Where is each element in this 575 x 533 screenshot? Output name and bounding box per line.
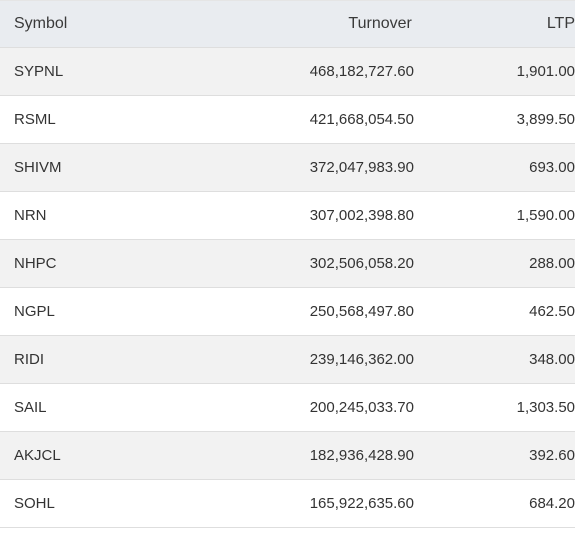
cell-turnover: 250,568,497.80 xyxy=(309,303,414,320)
cell-turnover: 372,047,983.90 xyxy=(309,159,414,176)
cell-ltp: 348.00 xyxy=(529,351,575,368)
cell-turnover: 239,146,362.00 xyxy=(309,351,414,368)
cell-ltp: 288.00 xyxy=(529,255,575,272)
cell-ltp: 693.00 xyxy=(529,159,575,176)
cell-turnover: 307,002,398.80 xyxy=(309,207,414,224)
cell-ltp: 462.50 xyxy=(529,303,575,320)
table-row[interactable]: NRN 307,002,398.80 1,590.00 xyxy=(0,192,575,240)
cell-ltp: 3,899.50 xyxy=(516,111,575,128)
table-row[interactable]: SOHL 165,922,635.60 684.20 xyxy=(0,480,575,528)
table-row[interactable]: NHPC 302,506,058.20 288.00 xyxy=(0,240,575,288)
cell-symbol: RSML xyxy=(14,111,56,128)
cell-turnover: 182,936,428.90 xyxy=(309,447,414,464)
table-row[interactable]: SAIL 200,245,033.70 1,303.50 xyxy=(0,384,575,432)
table-row[interactable]: NGPL 250,568,497.80 462.50 xyxy=(0,288,575,336)
cell-ltp: 1,303.50 xyxy=(516,399,575,416)
cell-symbol: RIDI xyxy=(14,351,44,368)
cell-symbol: AKJCL xyxy=(14,447,61,464)
cell-ltp: 684.20 xyxy=(529,495,575,512)
cell-symbol: SOHL xyxy=(14,495,55,512)
cell-symbol: SYPNL xyxy=(14,63,64,80)
cell-symbol: NHPC xyxy=(14,255,57,272)
table-row[interactable]: SHIVM 372,047,983.90 693.00 xyxy=(0,144,575,192)
cell-ltp: 1,590.00 xyxy=(516,207,575,224)
table-row[interactable]: RIDI 239,146,362.00 348.00 xyxy=(0,336,575,384)
cell-symbol: SAIL xyxy=(14,399,47,416)
cell-turnover: 302,506,058.20 xyxy=(309,255,414,272)
cell-symbol: NRN xyxy=(14,207,47,224)
column-header-ltp[interactable]: LTP xyxy=(546,15,575,32)
table-row[interactable]: RSML 421,668,054.50 3,899.50 xyxy=(0,96,575,144)
cell-ltp: 1,901.00 xyxy=(516,63,575,80)
cell-turnover: 421,668,054.50 xyxy=(309,111,414,128)
table-header: Symbol Turnover LTP xyxy=(0,1,575,48)
column-header-turnover[interactable]: Turnover xyxy=(348,15,412,32)
cell-symbol: SHIVM xyxy=(14,159,62,176)
cell-turnover: 468,182,727.60 xyxy=(309,63,414,80)
cell-turnover: 200,245,033.70 xyxy=(309,399,414,416)
table-row[interactable]: AKJCL 182,936,428.90 392.60 xyxy=(0,432,575,480)
table-row[interactable]: SYPNL 468,182,727.60 1,901.00 xyxy=(0,48,575,96)
cell-symbol: NGPL xyxy=(14,303,55,320)
cell-turnover: 165,922,635.60 xyxy=(309,495,414,512)
cell-ltp: 392.60 xyxy=(529,447,575,464)
column-header-symbol[interactable]: Symbol xyxy=(14,15,68,32)
